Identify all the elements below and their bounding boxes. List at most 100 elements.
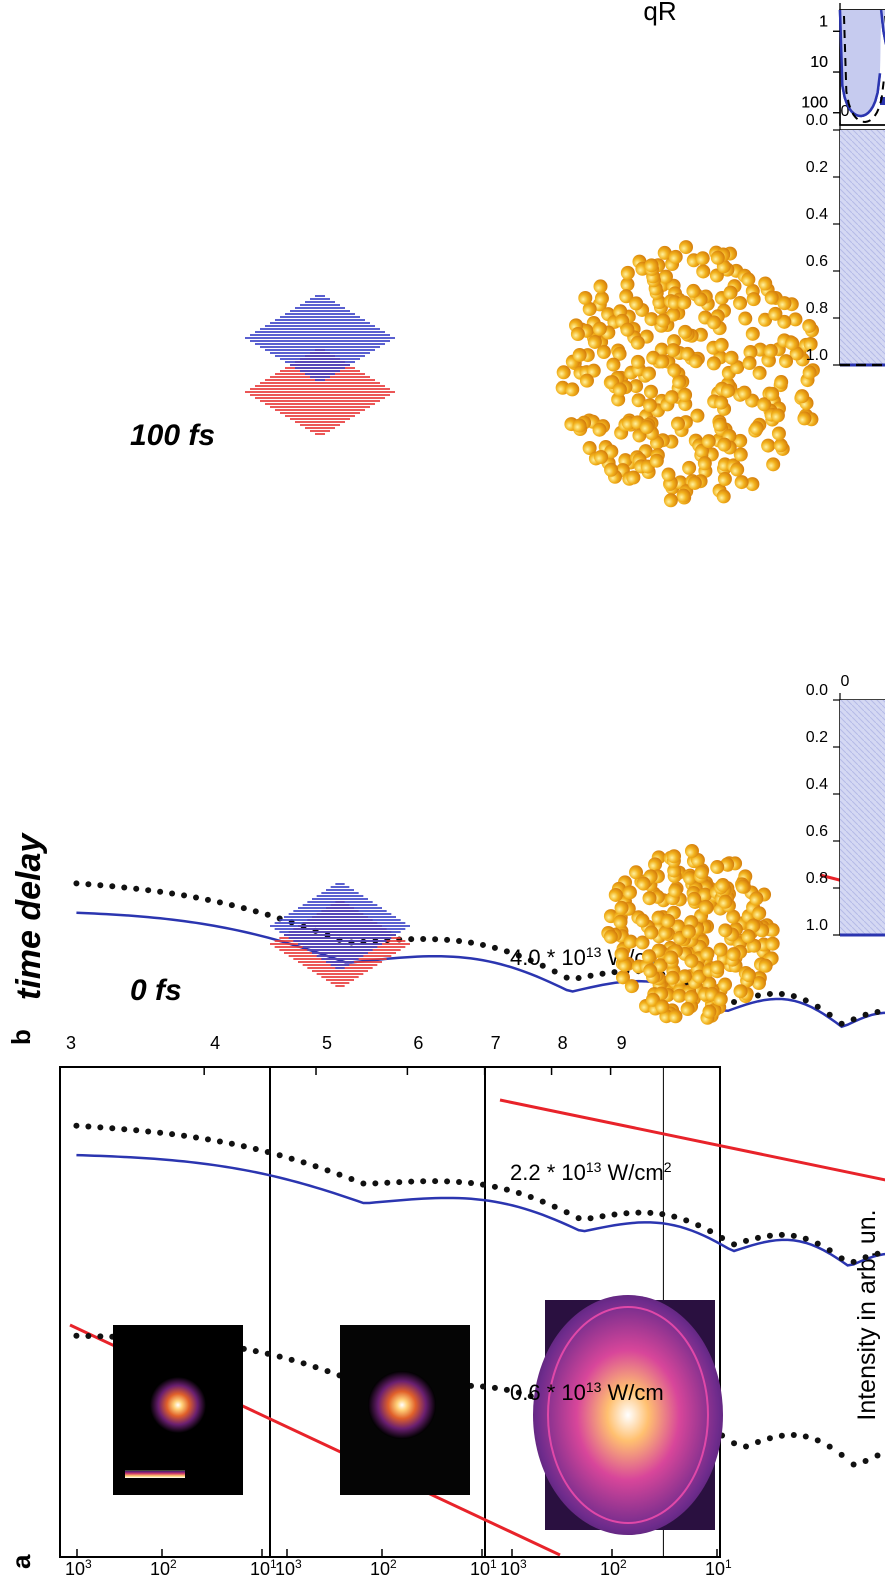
data-point (575, 1215, 582, 1222)
atom (593, 279, 608, 294)
data-point (109, 1125, 116, 1132)
atom (661, 467, 676, 482)
a3-inset-image (533, 1295, 723, 1535)
data-point (587, 1215, 594, 1222)
data-point (420, 1178, 427, 1185)
ytick-label: 0.6 (806, 823, 828, 840)
a-xtick-label: 3 (66, 1033, 76, 1053)
atom (570, 327, 585, 342)
atom (742, 356, 757, 371)
data-point (635, 1209, 642, 1216)
a-xtick-label: 9 (617, 1033, 627, 1053)
atom (698, 899, 713, 914)
atom (606, 357, 621, 372)
atom (761, 438, 776, 453)
atom (681, 924, 696, 939)
atom (735, 879, 750, 894)
chart-b2-density-100fs: 051015202530350.00.20.40.60.81.0distance… (806, 103, 885, 367)
data-point (157, 1129, 164, 1136)
data-point (742, 1237, 749, 1244)
data-point (324, 1167, 331, 1174)
atom (587, 334, 602, 349)
data-point (802, 1235, 809, 1242)
data-point (240, 1143, 247, 1150)
atom (620, 277, 635, 292)
atom (802, 318, 817, 333)
data-point (264, 911, 271, 918)
atom (706, 356, 721, 371)
data-point (73, 880, 80, 887)
atom (622, 885, 637, 900)
atom (726, 909, 741, 924)
atom (639, 420, 654, 435)
atom (765, 936, 780, 951)
data-point (85, 1123, 92, 1130)
data-point (467, 1180, 474, 1187)
data-point (826, 1247, 833, 1254)
data-point (109, 883, 116, 890)
data-point (456, 1178, 463, 1185)
atom (582, 441, 597, 456)
data-point (551, 1203, 558, 1210)
data-point (73, 1332, 80, 1339)
atom (643, 963, 658, 978)
data-point (145, 1128, 152, 1135)
data-point (348, 1176, 355, 1183)
data-point (181, 1132, 188, 1139)
atom (653, 958, 668, 973)
cluster-render-100fs (555, 240, 820, 508)
atom (734, 475, 749, 490)
plot-frame (839, 9, 885, 126)
atom (613, 914, 628, 929)
atom (642, 891, 657, 906)
atom (745, 326, 760, 341)
atom (710, 860, 725, 875)
atom (774, 375, 789, 390)
data-point (599, 970, 606, 977)
data-point (276, 1353, 283, 1360)
atom (592, 422, 607, 437)
atom (702, 1004, 717, 1019)
data-point (838, 1020, 845, 1027)
atom (743, 345, 758, 360)
atom (620, 265, 635, 280)
data-point (491, 944, 498, 951)
ytick-label: 0.8 (806, 300, 828, 317)
atom (612, 346, 627, 361)
atom (763, 343, 778, 358)
atom (715, 878, 730, 893)
atom (795, 389, 810, 404)
data-point (778, 1231, 785, 1238)
atom (692, 969, 707, 984)
data-point (790, 1232, 797, 1239)
data-point (599, 1213, 606, 1220)
atom (671, 919, 686, 934)
data-point (731, 1440, 738, 1447)
atom (648, 857, 663, 872)
data-point (527, 957, 534, 964)
data-point (456, 937, 463, 944)
atom (696, 264, 711, 279)
data-point (97, 1124, 104, 1131)
atom (702, 976, 717, 991)
shared-xlabel: qR (643, 0, 676, 26)
data-point (814, 1003, 821, 1010)
data-point (838, 1255, 845, 1262)
data-point (527, 1393, 534, 1400)
atom (556, 365, 571, 380)
data-point (300, 1159, 307, 1166)
atom (657, 245, 672, 260)
a1-ytick-label: 103 (65, 1557, 92, 1575)
atom (592, 321, 607, 336)
data-point (838, 1451, 845, 1458)
atom (664, 390, 679, 405)
data-point (850, 1016, 857, 1023)
cluster-render-0fs (601, 843, 780, 1025)
data-point (372, 1180, 379, 1187)
atom (687, 891, 702, 906)
atom (733, 295, 748, 310)
xtick-label: 0 (841, 103, 850, 120)
atom (723, 285, 738, 300)
density-fill (840, 130, 885, 365)
data-point (563, 974, 570, 981)
